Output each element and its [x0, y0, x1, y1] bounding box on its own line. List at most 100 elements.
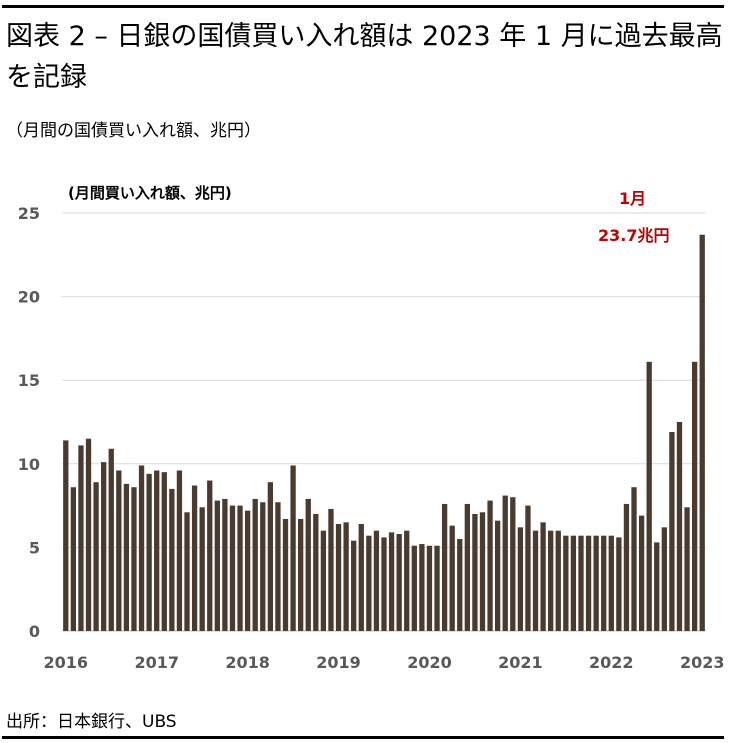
- bar: [207, 480, 213, 631]
- bar: [290, 465, 296, 631]
- bar: [464, 503, 470, 631]
- y-tick-label: 10: [18, 455, 40, 474]
- bar: [593, 535, 599, 631]
- bar: [222, 498, 228, 631]
- bar: [699, 234, 705, 631]
- bar: [93, 482, 99, 631]
- bar: [479, 512, 486, 631]
- bar: [328, 508, 334, 631]
- y-tick-label: 15: [18, 371, 40, 390]
- bar: [578, 535, 584, 631]
- bar: [426, 545, 433, 631]
- bar: [669, 432, 675, 631]
- x-tick-label: 2020: [407, 653, 452, 672]
- bar: [101, 462, 107, 631]
- bar: [358, 523, 364, 631]
- y-axis-label: (月間買い入れ額、兆円): [68, 184, 232, 202]
- annotation-value: 23.7兆円: [598, 226, 670, 245]
- bar: [472, 513, 478, 631]
- bar: [510, 497, 516, 631]
- bar: [570, 535, 577, 631]
- bar: [608, 535, 614, 631]
- bar: [684, 507, 690, 631]
- chart-subtitle: （月間の国債買い入れ額、兆円）: [6, 121, 261, 141]
- bar: [434, 545, 440, 631]
- bar: [585, 535, 592, 631]
- bar: [517, 527, 524, 631]
- bar: [335, 523, 342, 631]
- x-tick-label: 2022: [589, 653, 634, 672]
- bar: [540, 522, 546, 631]
- bar: [78, 445, 84, 631]
- bar: [691, 361, 698, 631]
- bar: [176, 470, 183, 631]
- bar: [275, 502, 281, 631]
- bar: [252, 498, 258, 631]
- bar: [154, 470, 160, 631]
- x-tick-label: 2023: [680, 653, 725, 672]
- bar: [411, 545, 417, 631]
- bar: [138, 465, 145, 631]
- bar: [654, 542, 660, 631]
- bar: [457, 539, 463, 631]
- bar: [563, 535, 569, 631]
- bottom-rule: [2, 736, 724, 739]
- x-tick-label: 2016: [44, 653, 89, 672]
- bar: [441, 503, 448, 631]
- bar: [85, 438, 92, 631]
- bar: [184, 512, 190, 631]
- bar: [623, 503, 630, 631]
- bar: [449, 525, 455, 631]
- bar: [267, 482, 274, 631]
- bar: [396, 534, 402, 631]
- bar: [502, 495, 508, 631]
- x-tick-label: 2021: [498, 653, 543, 672]
- bar: [419, 544, 425, 631]
- bar: [616, 537, 622, 631]
- bar: [260, 502, 266, 631]
- bar: [313, 513, 319, 631]
- top-rule: [2, 5, 724, 8]
- bar: [494, 520, 501, 631]
- bar: [601, 535, 607, 631]
- y-tick-label: 20: [18, 288, 40, 307]
- bar: [548, 530, 554, 631]
- bar: [631, 487, 637, 631]
- bar: [532, 530, 539, 631]
- y-tick-label: 0: [29, 622, 40, 641]
- bar: [116, 470, 122, 631]
- x-tick-label: 2017: [134, 653, 179, 672]
- bar: [63, 440, 69, 631]
- bar: [237, 505, 243, 631]
- bar: [161, 472, 167, 631]
- bar: [146, 473, 152, 631]
- bar: [70, 487, 77, 631]
- bar: [298, 518, 304, 631]
- bar: [191, 485, 198, 631]
- bar: [555, 530, 561, 631]
- bar: [646, 361, 652, 631]
- bar: [108, 448, 114, 631]
- bar: [661, 527, 667, 631]
- bar: [229, 505, 236, 631]
- bar: [282, 518, 289, 631]
- bar: [638, 515, 645, 631]
- x-tick-label: 2019: [316, 653, 361, 672]
- chart-title: 図表 2 – 日銀の国債買い入れ額は 2023 年 1 月に過去最高を記録: [6, 21, 723, 93]
- bar: [214, 500, 220, 631]
- bar: [487, 500, 493, 631]
- bar: [373, 530, 380, 631]
- bar: [244, 510, 251, 631]
- bar: [123, 483, 130, 631]
- source-note: 出所：日本銀行、UBS: [6, 712, 177, 732]
- bar: [525, 505, 531, 631]
- bar: [343, 522, 349, 631]
- y-tick-label: 25: [18, 204, 40, 223]
- y-tick-label: 5: [29, 538, 40, 557]
- bar: [169, 488, 175, 631]
- bar: [366, 535, 372, 631]
- bar: [388, 532, 395, 631]
- bar: [305, 498, 311, 631]
- bar: [131, 487, 137, 631]
